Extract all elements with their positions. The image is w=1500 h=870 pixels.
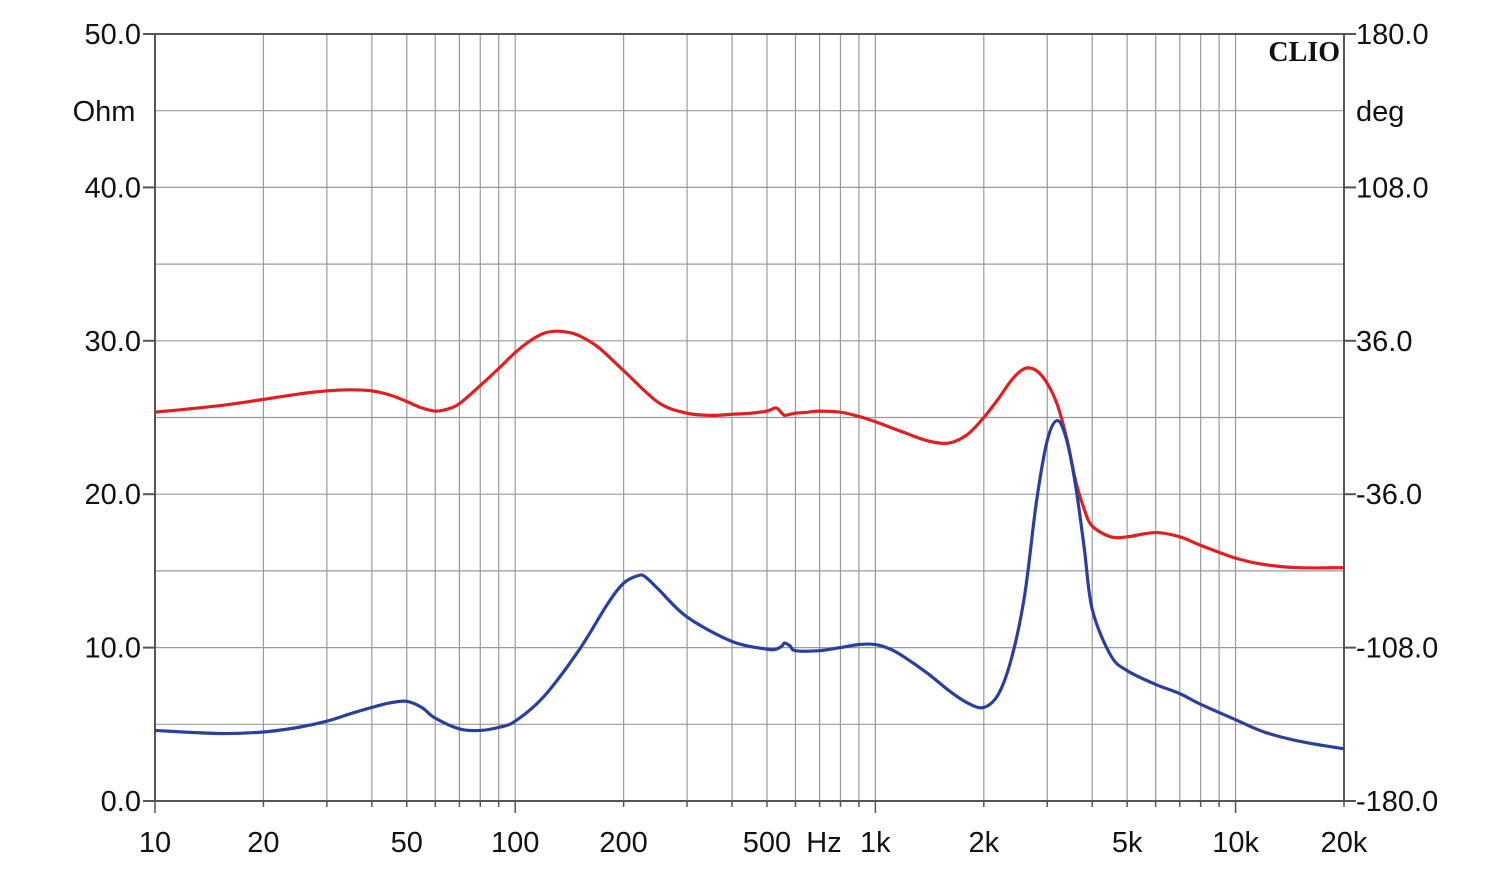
y-left-tick-label: 20.0 [85, 479, 141, 511]
y-right-tick-label: 108.0 [1356, 172, 1429, 204]
y-left-tick-label: 0.0 [101, 786, 141, 818]
y-right-tick-label: 180.0 [1356, 19, 1429, 51]
x-tick-label: 5k [1112, 827, 1143, 859]
series-group [154, 329, 1345, 751]
x-tick-label: 50 [391, 827, 423, 859]
x-tick-label: 200 [599, 827, 647, 859]
y-left-tick-label: 10.0 [85, 633, 141, 665]
y-right-tick-label: -108.0 [1356, 633, 1438, 665]
plot-frame [154, 33, 1345, 802]
series-line-impedance [154, 418, 1345, 751]
x-tick-label: 100 [491, 827, 539, 859]
x-tick-label: 10k [1212, 827, 1259, 859]
y-left-tick-label: 50.0 [85, 19, 141, 51]
y-right-tick-label: 36.0 [1356, 326, 1412, 358]
x-tick-label: 20k [1321, 827, 1368, 859]
x-tick-label: 20 [247, 827, 279, 859]
y-left-tick-label: 30.0 [85, 326, 141, 358]
y-axis-right-label: deg [1356, 96, 1404, 128]
x-tick-label: 10 [139, 827, 171, 859]
y-right-tick-label: -180.0 [1356, 786, 1438, 818]
y-axis-right: -180.0 -108.0 -36.0 36.0 108.0 180.0 [1344, 19, 1438, 818]
y-left-tick-label: 40.0 [85, 172, 141, 204]
x-tick-label: Hz [806, 827, 841, 859]
y-axis-left: 0.0 10.0 20.0 30.0 40.0 50.0 [85, 19, 155, 818]
y-right-tick-label: -36.0 [1356, 479, 1422, 511]
y-axis-left-label: Ohm [73, 96, 136, 128]
x-tick-label: 1k [860, 827, 891, 859]
series-line-phase [154, 329, 1345, 570]
x-tick-label: 2k [968, 827, 999, 859]
x-axis: 10 20 50 100 200 500 Hz 1k 2k 5k 10k 20k [139, 801, 1368, 859]
x-tick-label: 500 [743, 827, 791, 859]
clio-logo: CLIO [1268, 37, 1340, 68]
grid [154, 33, 1345, 802]
plot-border [154, 33, 1345, 802]
